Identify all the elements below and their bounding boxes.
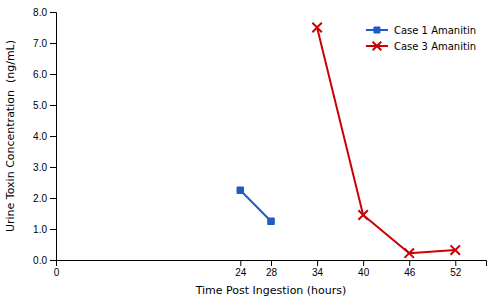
- y-tick: 2.0: [33, 193, 56, 204]
- y-tick-mark: [50, 229, 56, 230]
- x-axis-title: Time Post Ingestion (hours): [195, 284, 347, 297]
- y-tick-mark: [50, 105, 56, 106]
- x-tick-label: 34: [312, 267, 324, 278]
- y-axis-line: [50, 13, 57, 261]
- y-tick-mark: [50, 167, 56, 168]
- chart: 0 24 28 34 40 46 52 0.0 1.0 2.0 3.0 4.0 5.0 6.0 7.0 8.0…: [0, 0, 500, 302]
- x-tick-mark: [317, 260, 318, 266]
- x-tick-mark: [363, 260, 364, 266]
- series-marker: [237, 187, 243, 193]
- series-marker: [268, 218, 274, 224]
- y-tick-mark: [50, 12, 56, 13]
- x-tick: 24: [235, 260, 247, 278]
- y-axis-title: Urine Toxin Concentration (ng/mL): [4, 40, 17, 232]
- legend-item: Case 3 Amanitin: [366, 41, 476, 52]
- x-tick-label: 52: [450, 267, 462, 278]
- y-axis: 0.0 1.0 2.0 3.0 4.0 5.0 6.0 7.0 8.0: [33, 7, 56, 266]
- x-axis-line: [57, 261, 487, 267]
- legend-label: Case 1 Amanitin: [394, 25, 476, 36]
- y-tick: 7.0: [33, 38, 56, 49]
- y-tick: 8.0: [33, 7, 56, 18]
- x-tick-label: 0: [54, 267, 60, 278]
- x-tick-mark: [455, 260, 456, 266]
- x-tick: 46: [404, 260, 416, 278]
- y-tick-label: 3.0: [33, 162, 47, 173]
- series-line: [317, 28, 455, 254]
- y-tick: 4.0: [33, 131, 56, 142]
- y-tick: 3.0: [33, 162, 56, 173]
- y-tick-label: 0.0: [33, 255, 47, 266]
- plot-area: [237, 23, 460, 258]
- y-tick-mark: [50, 260, 56, 261]
- y-tick: 1.0: [33, 224, 56, 235]
- x-tick: 40: [358, 260, 370, 278]
- legend-item: Case 1 Amanitin: [366, 25, 476, 36]
- y-tick-label: 7.0: [33, 38, 47, 49]
- y-tick: 6.0: [33, 69, 56, 80]
- x-tick: 28: [266, 260, 278, 278]
- x-tick-mark: [240, 260, 241, 266]
- y-tick-label: 4.0: [33, 131, 47, 142]
- series-marker: [404, 248, 413, 257]
- legend-symbol: [373, 42, 382, 51]
- x-tick-label: 46: [404, 267, 416, 278]
- x-tick-label: 40: [358, 267, 370, 278]
- y-tick-mark: [50, 43, 56, 44]
- x-tick-mark: [409, 260, 410, 266]
- y-tick-label: 1.0: [33, 224, 47, 235]
- y-tick-label: 2.0: [33, 193, 47, 204]
- x-tick-mark: [271, 260, 272, 266]
- legend-label: Case 3 Amanitin: [394, 41, 476, 52]
- y-tick-mark: [50, 74, 56, 75]
- x-tick: 0: [54, 260, 60, 278]
- series-line: [240, 190, 271, 221]
- x-tick-label: 24: [235, 267, 247, 278]
- y-tick-label: 6.0: [33, 69, 47, 80]
- y-tick: 5.0: [33, 100, 56, 111]
- y-tick: 0.0: [33, 255, 56, 266]
- x-tick-label: 28: [266, 267, 278, 278]
- y-tick-label: 8.0: [33, 7, 47, 18]
- y-tick-label: 5.0: [33, 100, 47, 111]
- legend: Case 1 Amanitin Case 3 Amanitin: [366, 25, 476, 52]
- y-tick-mark: [50, 136, 56, 137]
- series-marker: [451, 245, 460, 254]
- series-marker: [358, 210, 367, 219]
- x-tick: 34: [312, 260, 324, 278]
- x-axis: 0 24 28 34 40 46 52: [54, 260, 487, 278]
- y-tick-mark: [50, 198, 56, 199]
- series-marker: [312, 23, 321, 32]
- x-tick: 52: [450, 260, 462, 278]
- legend-symbol: [374, 27, 380, 33]
